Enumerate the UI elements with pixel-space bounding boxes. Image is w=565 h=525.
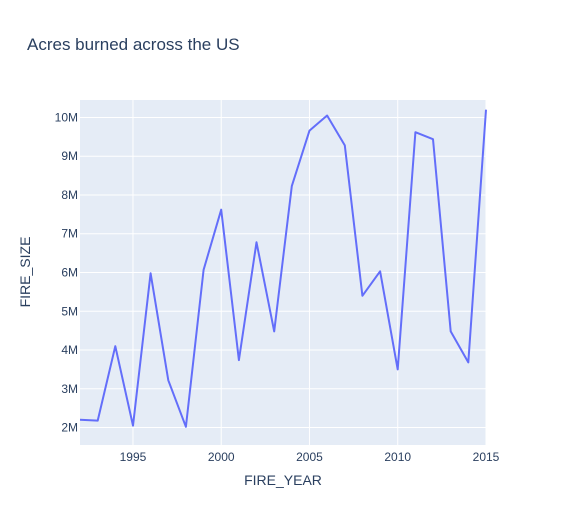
x-tick-label: 2010 xyxy=(384,450,411,464)
y-axis-label: FIRE_SIZE xyxy=(17,237,33,308)
x-axis-label: FIRE_YEAR xyxy=(244,472,322,488)
x-tick-label: 1995 xyxy=(120,450,147,464)
y-tick-label: 2M xyxy=(61,421,78,435)
series-layer xyxy=(79,109,487,428)
y-tick-label: 7M xyxy=(61,227,78,241)
y-tick-label: 3M xyxy=(61,382,78,396)
y-tick-label: 5M xyxy=(61,304,78,318)
x-tick-label: 2000 xyxy=(208,450,235,464)
y-tick-labels: 2M 3M 4M 5M 6M 7M 8M 9M 10M xyxy=(55,110,78,434)
x-tick-label: 2005 xyxy=(296,450,323,464)
series-line xyxy=(79,109,487,428)
y-tick-label: 8M xyxy=(61,188,78,202)
y-tick-label: 6M xyxy=(61,266,78,280)
x-tick-labels: 1995 2000 2005 2010 2015 xyxy=(120,450,500,464)
y-tick-label: 9M xyxy=(61,149,78,163)
y-tick-label: 10M xyxy=(55,110,78,124)
x-tick-label: 2015 xyxy=(473,450,500,464)
chart-title: Acres burned across the US xyxy=(27,35,240,54)
grid xyxy=(80,100,487,445)
y-tick-label: 4M xyxy=(61,343,78,357)
